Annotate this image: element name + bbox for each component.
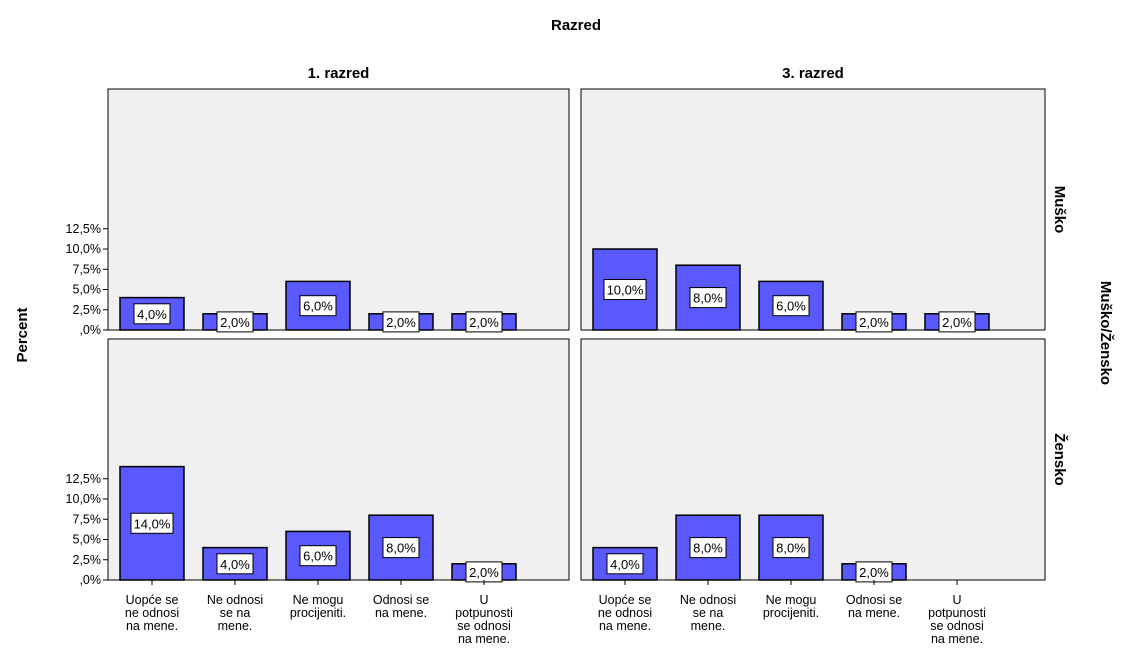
x-category-label: Uopće se ne odnosi na mene. [598,593,652,633]
data-label: 2,0% [469,565,499,580]
data-label-box [606,553,644,575]
y-tick-label: 12,5% [66,472,101,486]
data-label: 14,0% [134,516,171,531]
column-title-2: 3. razred [782,65,844,82]
row-title-2: Žensko [1051,433,1069,486]
x-category-label: Uopće se ne odnosi na mene. [125,593,179,633]
data-label-box [299,545,337,567]
data-label-box [216,311,254,333]
data-label-box [216,553,254,575]
x-category-label: Ne mogu procijeniti. [763,593,819,620]
data-label: 10,0% [607,283,644,298]
data-label-box [299,295,337,317]
y-tick-label: 2,5% [73,553,102,567]
x-category-label: Ne odnosi se na mene. [207,593,263,633]
y-tick-label: 2,5% [73,303,102,317]
axes: 1. razred 3. razred Muško Žensko ,0% 2,5% 5,0%… [66,65,1069,646]
y-tick-label: 10,0% [66,242,101,256]
y-tick-label: ,0% [79,323,101,337]
y-tick-label: 7,5% [73,262,102,276]
data-label-box [772,295,810,317]
chart-title: Razred [551,17,601,34]
x-category-label: Ne odnosi se na mene. [680,593,736,633]
data-label-box [465,311,503,333]
panels: 4,0% 2,0% 6,0% 2,0% 2,0% 10,0% 8,0% 6,0% 2,0% 2,0… [107,88,1046,583]
data-label: 4,0% [220,557,250,572]
x-category-label: Odnosi se na mene. [373,593,429,620]
data-label: 8,0% [693,291,723,306]
data-label-box [689,287,727,309]
data-label: 6,0% [303,299,333,314]
y-tick-label: ,0% [79,573,101,587]
data-label: 2,0% [469,315,499,330]
data-label-box [938,311,976,333]
data-label-box [772,537,810,559]
data-label-box [382,537,420,559]
data-label-box [133,303,171,325]
x-category-label: Ne mogu procijeniti. [290,593,346,620]
data-label: 2,0% [942,315,972,330]
y-axis-title: Percent [14,307,31,362]
data-label: 2,0% [859,565,889,580]
data-label: 6,0% [776,299,806,314]
y-tick-label: 5,0% [73,533,102,547]
column-title-1: 1. razred [308,65,370,82]
y-tick-label: 7,5% [73,512,102,526]
data-label: 4,0% [610,557,640,572]
data-label-box [130,512,174,534]
row-axis-title: Muško/Žensko [1097,281,1115,385]
y-tick-label: 5,0% [73,283,102,297]
data-label: 2,0% [859,315,889,330]
data-label: 8,0% [693,541,723,556]
y-tick-label: 12,5% [66,222,101,236]
data-label: 2,0% [220,315,250,330]
data-label: 4,0% [137,307,167,322]
data-label: 2,0% [386,315,416,330]
data-label: 8,0% [386,541,416,556]
data-label-box [382,311,420,333]
data-label: 8,0% [776,541,806,556]
data-label-box [603,279,647,300]
data-label-box [689,537,727,559]
row-title-1: Muško [1051,186,1068,234]
data-label-box [855,311,893,333]
x-category-label: Odnosi se na mene. [846,593,902,620]
data-label: 6,0% [303,549,333,564]
panel-frame [107,338,570,581]
y-tick-label: 10,0% [66,492,101,506]
